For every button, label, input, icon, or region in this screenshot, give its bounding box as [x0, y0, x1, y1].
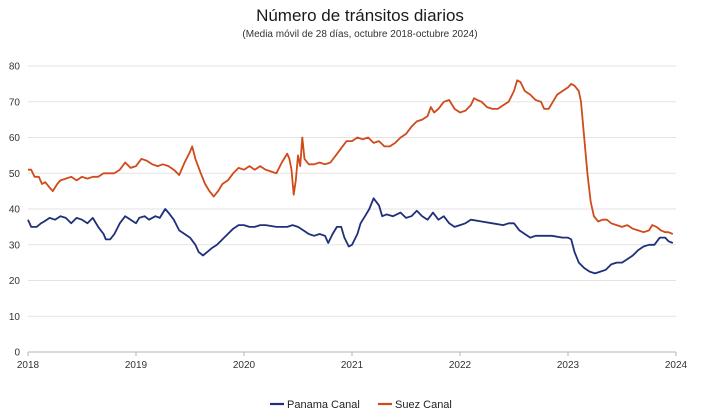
series-line-panama-canal [27, 197, 674, 275]
y-tick-label: 10 [9, 312, 21, 323]
chart-subtitle: (Media móvil de 28 días, octubre 2018-oc… [242, 29, 478, 40]
y-tick-label: 70 [9, 97, 21, 108]
y-tick-label: 80 [9, 62, 21, 73]
y-tick-label: 30 [9, 240, 21, 251]
legend: Panama Canal Suez Canal [270, 399, 452, 411]
x-tick-label: 2018 [17, 360, 40, 371]
y-tick-label: 40 [9, 205, 21, 216]
x-tick-label: 2024 [665, 360, 688, 371]
y-tick-label: 60 [9, 133, 21, 144]
y-tick-label: 0 [14, 348, 20, 359]
axes: 0 10 20 30 40 50 60 70 80 2018 2019 2020 2021 2022 202… [9, 62, 688, 372]
legend-label: Suez Canal [395, 399, 452, 411]
x-tick-label: 2020 [233, 360, 256, 371]
x-tick-label: 2022 [449, 360, 472, 371]
series-lines [27, 79, 674, 275]
x-tick-label: 2019 [125, 360, 148, 371]
x-tick-label: 2021 [341, 360, 364, 371]
series-line-suez-canal [28, 79, 674, 235]
legend-label: Panama Canal [287, 399, 360, 411]
y-tick-label: 20 [9, 276, 21, 287]
x-tick-label: 2023 [557, 360, 580, 371]
y-tick-label: 50 [9, 169, 21, 180]
grid-lines [28, 65, 676, 353]
chart-title: Número de tránsitos diarios [256, 6, 464, 25]
